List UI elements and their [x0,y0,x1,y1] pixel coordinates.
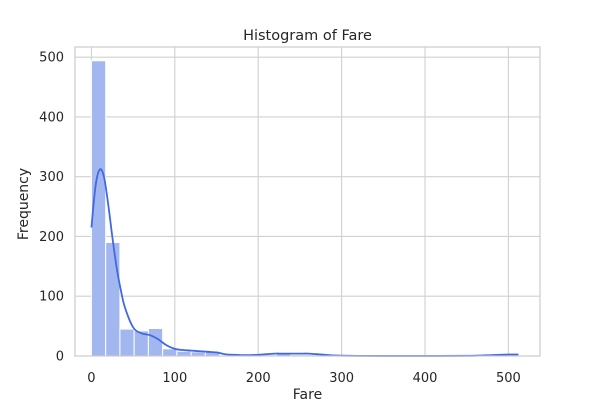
kde-layer [90,168,519,357]
y-tick-label: 100 [39,290,64,305]
x-tick-label: 200 [246,371,271,386]
histogram-bar [119,328,135,357]
histogram-bar [105,241,121,357]
plot-frame [74,46,541,357]
y-tick-label: 200 [39,230,64,245]
x-tick-label: 0 [87,371,95,386]
y-tick-label: 0 [56,350,64,365]
x-tick-labels: 0 100 200 300 400 500 [87,371,521,386]
bars-layer [90,60,520,357]
histogram-bar [147,328,164,357]
grid-layer [75,47,540,357]
x-tick-label: 100 [162,371,187,386]
histogram-bar [176,350,192,357]
x-tick-label: 400 [413,371,438,386]
histogram-bar [162,348,178,357]
x-tick-label: 300 [329,371,354,386]
x-axis-title: Fare [293,387,322,400]
y-tick-label: 300 [39,170,64,185]
kde-curve [90,168,519,357]
x-tick-label: 500 [496,371,521,386]
histogram-bar [190,351,206,357]
y-axis-title: Frequency [16,168,32,240]
y-tick-labels: 0 100 200 300 400 500 [39,51,64,365]
y-tick-label: 500 [39,51,64,66]
chart-title: Histogram of Fare [243,28,372,44]
y-tick-label: 400 [39,110,64,125]
